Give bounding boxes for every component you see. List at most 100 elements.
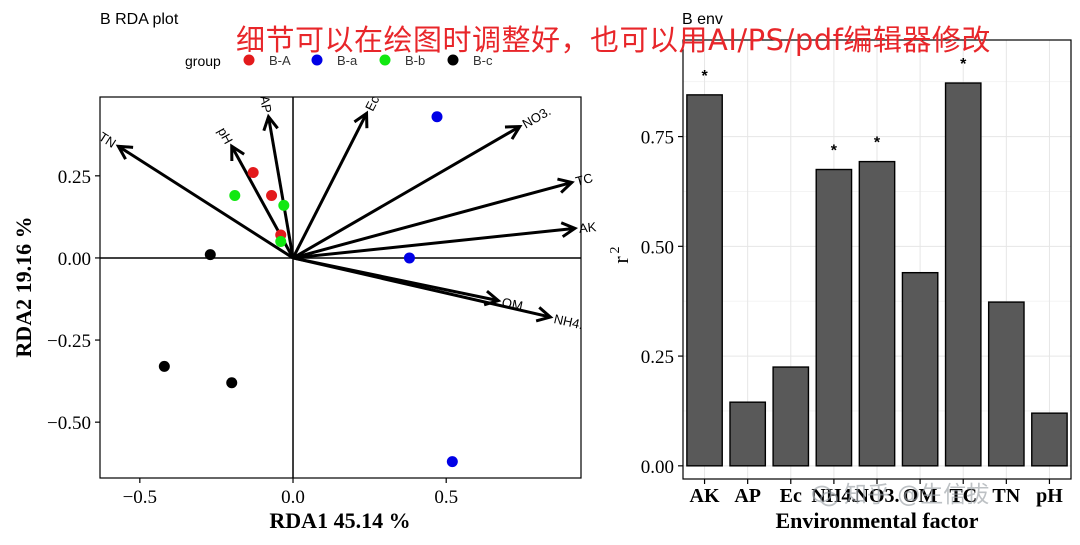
env-arrow-shaft bbox=[291, 112, 368, 259]
env-bar-ap bbox=[729, 401, 767, 467]
rda-y-tick-label: 0.00 bbox=[58, 249, 91, 270]
env-arrow-head bbox=[115, 144, 134, 160]
env-arrow-ak: AK bbox=[292, 219, 597, 260]
env-y-tick-label: 0.50 bbox=[641, 237, 674, 258]
significance-marker: * bbox=[831, 143, 838, 160]
env-arrow-shaft bbox=[292, 125, 521, 260]
env-y-tick-label: 0.00 bbox=[641, 457, 674, 478]
legend-label-b-b: B-b bbox=[405, 53, 425, 68]
env-bars: * * * * bbox=[686, 56, 1068, 467]
significance-marker: * bbox=[701, 68, 708, 85]
env-x-tick-label: OM bbox=[903, 485, 938, 507]
env-y-tick-label: 0.25 bbox=[641, 347, 674, 368]
env-arrow-ap: AP bbox=[257, 94, 295, 259]
env-arrow-head bbox=[230, 143, 245, 162]
env-arrow-shaft bbox=[267, 116, 295, 259]
env-x-tick-label: TC bbox=[949, 485, 977, 507]
env-y-tick-label: 0.75 bbox=[641, 128, 674, 149]
env-bar-tn bbox=[987, 301, 1025, 467]
env-arrow-head bbox=[560, 221, 579, 238]
env-bar-ak bbox=[686, 94, 723, 467]
env-y-axis-label: r bbox=[608, 256, 633, 264]
annotation-overlay-text: 细节可以在绘图时调整好，也可以用AI/PS/pdf编辑器修改 bbox=[236, 23, 991, 57]
env-arrow-label: NO3. bbox=[520, 103, 554, 131]
watermark-text: 知乎 @生信拔 bbox=[844, 482, 990, 508]
env-y-axis-label-superscript: 2 bbox=[608, 247, 623, 254]
env-x-tick-label: TN bbox=[992, 485, 1020, 507]
env-arrow-shaft bbox=[292, 180, 573, 260]
rda-panel-title: B RDA plot bbox=[100, 11, 179, 28]
rda-y-tick-label: 0.25 bbox=[58, 167, 91, 188]
legend-label-b-a: B-a bbox=[337, 53, 358, 68]
legend-key-b-b bbox=[379, 54, 391, 66]
rda-x-tick-label: −0.5 bbox=[123, 487, 157, 508]
env-x-tick-label: Ec bbox=[780, 485, 802, 507]
env-arrow-head bbox=[504, 124, 523, 140]
sample-point-b-c bbox=[204, 249, 216, 261]
sample-point-b-c bbox=[158, 360, 170, 372]
legend-key-b-a bbox=[311, 54, 323, 66]
env-arrow-label: TC bbox=[574, 170, 595, 189]
env-bar-ph bbox=[1031, 412, 1068, 467]
env-bar-nh4 bbox=[815, 168, 853, 467]
sample-point-b-b bbox=[229, 190, 241, 202]
env-arrow-label: AK bbox=[578, 219, 597, 236]
env-bar-ec bbox=[772, 366, 810, 467]
env-arrow-head bbox=[353, 110, 369, 129]
rda-legend: B-A B-a B-b B-c bbox=[243, 53, 493, 68]
legend-key-b-a bbox=[243, 54, 255, 66]
rda-x-tick-label: 0.0 bbox=[281, 487, 305, 508]
env-bar-tc bbox=[944, 82, 982, 467]
sample-point-b-b bbox=[275, 236, 287, 248]
env-arrow-tc: TC bbox=[292, 170, 595, 260]
env-x-tick-label: AK bbox=[690, 485, 720, 507]
env-arrow-nh4: NH4. bbox=[292, 256, 585, 332]
significance-marker: * bbox=[960, 56, 967, 73]
sample-point-b-a bbox=[403, 252, 415, 264]
env-arrow-label: AP bbox=[257, 94, 275, 114]
rda-axes: −0.5 0.0 0.5 −0.50 −0.25 0.00 0.25 bbox=[47, 97, 581, 508]
env-x-tick-label: AP bbox=[734, 485, 761, 507]
rda-plot-frame bbox=[99, 96, 582, 479]
sample-point-b-c bbox=[226, 377, 238, 389]
env-arrow-label: pH bbox=[215, 125, 236, 147]
rda-y-tick-label: −0.50 bbox=[47, 413, 91, 434]
rda-x-axis-label: RDA1 45.14 % bbox=[269, 508, 410, 533]
sample-point-b-a bbox=[446, 456, 458, 468]
rda-y-axis-label: RDA2 19.16 % bbox=[11, 216, 36, 357]
env-arrow-head bbox=[535, 306, 554, 323]
env-bar-om bbox=[901, 271, 939, 467]
env-arrow-shaft bbox=[117, 145, 294, 260]
legend-title: group bbox=[185, 53, 221, 69]
env-arrow-label: Ec bbox=[362, 93, 382, 114]
wechat-logo-icon bbox=[812, 485, 838, 506]
env-arrow-tn: TN bbox=[96, 129, 294, 260]
env-arrow-label: NH4. bbox=[552, 311, 584, 332]
significance-marker: * bbox=[874, 135, 881, 152]
env-x-axis-label: Environmental factor bbox=[775, 508, 978, 533]
rda-x-tick-label: 0.5 bbox=[434, 487, 458, 508]
env-arrow-shaft bbox=[292, 226, 576, 260]
env-arrow-head bbox=[262, 113, 279, 132]
env-bar-no3 bbox=[858, 160, 896, 467]
env-panel-title: B env bbox=[682, 11, 723, 28]
env-x-tick-label: NO3. bbox=[855, 485, 900, 507]
sample-point-b-a bbox=[431, 111, 443, 123]
watermark: 知乎 @生信拔 bbox=[812, 478, 1062, 512]
env-y-axis-label-group: r 2 bbox=[608, 247, 633, 264]
env-arrow-head bbox=[557, 177, 575, 194]
env-arrow-ec: Ec bbox=[291, 93, 383, 259]
env-arrow-shaft bbox=[292, 256, 551, 319]
rda-points bbox=[158, 111, 458, 468]
legend-key-b-c bbox=[447, 54, 459, 66]
env-x-tick-label: pH bbox=[1036, 485, 1063, 507]
rda-y-tick-label: −0.25 bbox=[47, 331, 91, 352]
legend-label-b-c: B-c bbox=[473, 53, 493, 68]
sample-point-b-a bbox=[266, 190, 278, 202]
sample-point-b-b bbox=[278, 199, 290, 211]
legend-label-b-a: B-A bbox=[269, 53, 291, 68]
